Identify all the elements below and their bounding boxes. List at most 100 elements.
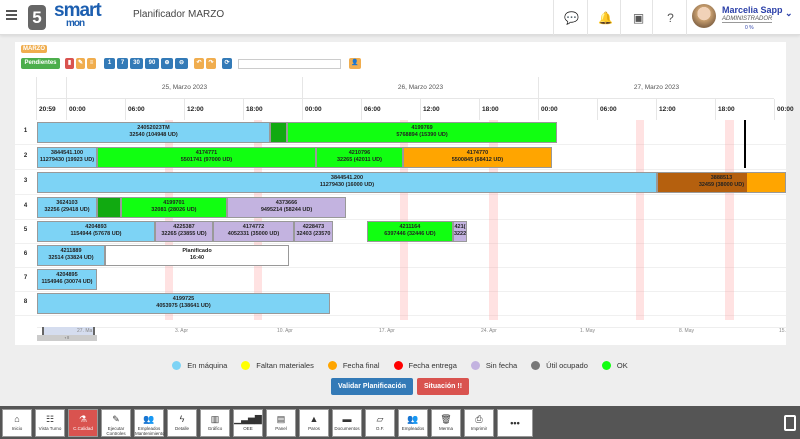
toolbar-icon: 🗑 [440,414,452,424]
validar-planificacion-button[interactable]: Validar Planificación [331,378,413,395]
toolbar-label: Empleados [401,426,425,431]
id-card-icon[interactable]: ▣ [620,0,656,35]
user-name[interactable]: Marcelia Sapp [722,5,783,15]
toolbar-button-gr-fico[interactable]: ▥ Gráfico [200,409,230,437]
redo-icon[interactable]: ↷ [206,58,216,69]
legend-label: Útil ocupado [546,361,588,370]
task-bar[interactable]: 3888513 32459 (38000 UD) [656,172,786,193]
task-bar[interactable]: Planificado 16:40 [105,245,290,266]
task-bar[interactable]: 4174770 5500845 (68412 UD) [402,147,552,168]
task-detail: 11279430 (19923 UD) [39,157,95,163]
zoom-out-icon[interactable]: ⊖ [175,58,188,69]
task-bar[interactable]: 3624103 32256 (29418 UD) [37,197,97,218]
pendientes-button[interactable]: Pendientes [21,58,60,69]
bell-icon[interactable]: 🔔 [587,0,623,35]
row-label: 4 [23,203,28,209]
user-menu[interactable] [686,0,800,35]
scrollbar[interactable] [786,42,800,345]
chat-icon[interactable]: 💬 [553,0,589,35]
task-id: 24052023TM [137,125,170,131]
timeline-navigator[interactable] [37,327,786,335]
row-divider [15,243,786,244]
legend-dot [470,361,480,370]
toolbar-button-vista-turno[interactable]: ☷ Vista Turno [35,409,65,437]
toolbar-button-more[interactable]: ••• [497,409,533,437]
task-bar[interactable]: 4373666 9495214 (58244 UD) [226,197,347,218]
toolbar-button-imprimir[interactable]: ⎙ Imprimir [464,409,494,437]
task-bar[interactable]: 4210796 32265 (42011 UD) [315,147,403,168]
toolbar-button-o-f-[interactable]: ▱ O.F. [365,409,395,437]
undo-icon[interactable]: ↶ [194,58,204,69]
tablet-icon[interactable] [784,415,796,431]
task-id: 4211164 [399,224,421,230]
non-working-stripe [636,120,645,320]
edit-icon[interactable]: ✎ [76,58,85,69]
legend-item: OK [601,361,628,370]
toolbar-label: Merma [438,426,453,431]
task-bar[interactable]: 4204895 1154946 (30074 UD) [37,269,97,290]
toolbar-button-ejecutar-controles[interactable]: ✎ Ejecutar Controles [101,409,131,437]
assign-user-icon[interactable]: 👤 [349,58,361,69]
navigator-label: 3. Apr [175,328,189,334]
legend-item: Fecha final [327,361,380,370]
task-bar[interactable]: 24052023TM 32540 (104948 UD) [37,122,271,143]
task-id: 4199701 [163,200,185,206]
toolbar-button-documentos[interactable]: ▬ Documentos [332,409,362,437]
help-icon[interactable]: ? [652,0,688,35]
toolbar-button-empleados[interactable]: 👥 Empleados [398,409,428,437]
notes-icon[interactable]: ≡ [87,58,96,69]
task-bar[interactable]: 3844541.200 11279430 (16000 UD) [37,172,657,193]
navigator-range-handle[interactable] [42,327,95,335]
task-bar[interactable]: 421(3222 [452,221,468,242]
task-bar[interactable] [270,122,288,143]
task-bar[interactable]: 4225387 32265 (23855 UD) [154,221,213,242]
zoom-90-button[interactable]: 90 [145,58,159,69]
task-bar[interactable]: 4211164 6397446 (32446 UD) [366,221,453,242]
toolbar-label: Inicio [11,426,23,431]
chevron-down-icon[interactable]: ⌄ [785,8,793,18]
legend-label: Faltan materiales [256,361,314,370]
task-bar[interactable]: 4204893 1154944 (57678 UD) [37,221,155,242]
legend-label: Sin fecha [485,361,518,370]
task-bar[interactable]: 4174772 4052331 (35000 UD) [213,221,294,242]
task-bar[interactable]: 4199725 4053975 (138641 UD) [37,293,331,314]
toolbar-button-detalle[interactable]: ϟ Detalle [167,409,197,437]
hour-label: 06:00 [361,99,420,120]
user-progress: 0 % [745,25,754,31]
menu-icon[interactable] [6,10,17,20]
search-input[interactable] [238,59,341,69]
task-bar[interactable]: 3844541.100 11279430 (19923 UD) [37,147,97,168]
hour-label: 00:00 [66,99,125,120]
task-bar[interactable]: 4174771 5501741 (97000 UD) [96,147,316,168]
toolbar-button-paros[interactable]: ▲ Paros [299,409,329,437]
avatar[interactable] [692,4,716,28]
toolbar-button-c-calidad[interactable]: ⚗ C.Calidad [68,409,98,437]
toolbar-button-panel[interactable]: ▤ Panel [266,409,296,437]
toolbar-button-inicio[interactable]: ⌂ Inicio [2,409,32,437]
zoom-in-icon[interactable]: ⊕ [161,58,173,69]
toolbar-button-oee[interactable]: ▁▃▅▇ OEE [233,409,263,437]
task-bar[interactable]: 4228473 32403 (23570 [293,221,333,242]
toolbar-icon: ▱ [376,414,384,424]
refresh-icon[interactable]: ⟳ [222,58,232,69]
toolbar-icon: 👥 [143,414,155,424]
toolbar-button-empleados-mantenimiento[interactable]: 👥 Empleados Mantenimiento [134,409,165,437]
task-id: 4174770 [466,150,489,156]
zoom-7-button[interactable]: 7 [117,58,128,69]
task-bar[interactable] [96,197,121,218]
navigator-scrollbar[interactable]: ‹ ≡ [37,335,97,341]
toolbar-label: Ejecutar Controles [106,426,126,436]
date-header-blank [36,77,66,99]
task-id: 4373666 [275,200,298,206]
zoom-30-button[interactable]: 30 [130,58,143,69]
task-bar[interactable]: 4199701 32081 (28026 UD) [120,197,227,218]
situacion-button[interactable]: Situación !! [417,378,469,395]
zoom-1-button[interactable]: 1 [104,58,115,69]
task-bar[interactable]: 4211889 32514 (33824 UD) [37,245,105,266]
toolbar-icon: 👥 [407,414,419,424]
task-bar[interactable]: 4199769 5768894 (15390 UD) [287,122,557,143]
task-detail: 32459 (38000 UD) [698,182,745,188]
toolbar-button-merma[interactable]: 🗑 Merma [431,409,461,437]
delete-icon[interactable]: ▮ [65,58,74,69]
task-id: 4199725 [172,296,195,302]
